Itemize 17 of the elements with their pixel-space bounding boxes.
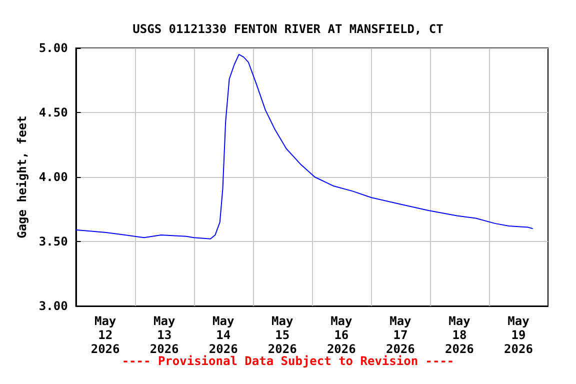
x-tick-label: May 15 2026 xyxy=(268,314,297,356)
chart-title: USGS 01121330 FENTON RIVER AT MANSFIELD, CT xyxy=(132,22,444,36)
y-tick-label: 4.50 xyxy=(38,106,68,120)
x-tick-label: May 16 2026 xyxy=(326,314,356,356)
x-tick-label: May 13 2026 xyxy=(150,314,179,356)
y-tick-label: 3.50 xyxy=(38,234,68,248)
y-tick-label: 5.00 xyxy=(38,41,68,55)
x-tick-label: May 14 2026 xyxy=(208,314,238,356)
x-tick-label: May 19 2026 xyxy=(504,314,533,356)
x-tick-label: May 18 2026 xyxy=(445,314,474,356)
x-tick-label: May 17 2026 xyxy=(386,314,415,356)
y-tick-label: 3.00 xyxy=(38,299,68,313)
text: ---- Provisional Data Subject to Revision ---- xyxy=(122,354,454,368)
y-axis-title: Gage height, feet xyxy=(15,116,29,238)
x-tick-label: May 12 2026 xyxy=(90,314,120,356)
line-series xyxy=(75,54,534,240)
y-tick-label: 4.00 xyxy=(38,170,68,184)
